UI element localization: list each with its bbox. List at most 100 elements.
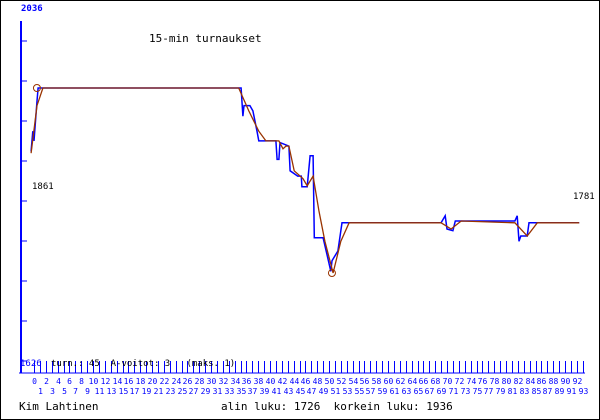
y-max-label: 2036 (21, 4, 43, 14)
x-tick-label: 8 (79, 377, 84, 386)
x-tick-label: 87 (543, 387, 553, 396)
x-tick-label: 2 (44, 377, 49, 386)
rating-stats: alin luku: 1726 korkein luku: 1936 (221, 400, 453, 413)
x-tick-label: 30 (207, 377, 217, 386)
x-tick-label: 48 (313, 377, 323, 386)
x-tick-label: 29 (201, 387, 211, 396)
x-tick-label: 71 (449, 387, 459, 396)
x-tick-label: 9 (85, 387, 90, 396)
x-tick-label: 42 (278, 377, 288, 386)
x-tick-label: 19 (142, 387, 152, 396)
x-tick-label: 6 (67, 377, 72, 386)
x-tick-label: 74 (467, 377, 477, 386)
y-min-label: 1626 (20, 359, 42, 369)
x-tick-label: 32 (219, 377, 229, 386)
x-tick-label: 79 (496, 387, 506, 396)
x-tick-label: 89 (555, 387, 565, 396)
player-name: Kim Lahtinen (19, 400, 99, 413)
x-tick-label: 27 (189, 387, 199, 396)
min-marker (327, 269, 336, 278)
x-tick-label: 63 (402, 387, 412, 396)
x-tick-label: 90 (561, 377, 571, 386)
info-line: turn.: 45 A-voitot: 3 (maks. 1) (51, 359, 236, 369)
x-tick-label: 25 (178, 387, 188, 396)
x-tick-label: 43 (284, 387, 294, 396)
x-tick-label: 15 (119, 387, 129, 396)
x-tick-label: 51 (331, 387, 341, 396)
x-tick-label: 45 (296, 387, 306, 396)
x-tick-label: 20 (148, 377, 158, 386)
x-tick-label: 83 (520, 387, 530, 396)
x-tick-label: 56 (360, 377, 370, 386)
x-tick-label: 10 (89, 377, 99, 386)
x-tick-label: 33 (225, 387, 235, 396)
x-tick-label: 64 (408, 377, 418, 386)
x-tick-label: 36 (242, 377, 252, 386)
x-tick-label: 62 (396, 377, 406, 386)
x-tick-label: 49 (319, 387, 329, 396)
x-tick-label: 1 (38, 387, 43, 396)
x-tick-label: 81 (508, 387, 518, 396)
x-tick-label: 47 (307, 387, 317, 396)
x-tick-label: 86 (537, 377, 547, 386)
x-tick-label: 70 (443, 377, 453, 386)
x-tick-label: 60 (384, 377, 394, 386)
x-tick-label: 21 (154, 387, 164, 396)
x-tick-label: 24 (172, 377, 182, 386)
x-tick-label: 75 (473, 387, 483, 396)
max-marker (32, 84, 41, 92)
x-tick-label: 5 (62, 387, 67, 396)
x-tick-label: 78 (490, 377, 500, 386)
x-tick-label: 69 (437, 387, 447, 396)
x-tick-label: 16 (124, 377, 134, 386)
x-tick-label: 41 (272, 387, 282, 396)
x-tick-label: 93 (579, 387, 589, 396)
x-tick-label: 52 (337, 377, 347, 386)
x-tick-label: 12 (101, 377, 111, 386)
x-tick-label: 57 (366, 387, 376, 396)
x-tick-label: 61 (390, 387, 400, 396)
x-tick-label: 68 (431, 377, 441, 386)
x-tick-label: 65 (414, 387, 424, 396)
x-tick-label: 39 (260, 387, 270, 396)
start-rating-label: 1861 (32, 182, 54, 192)
x-tick-label: 11 (95, 387, 105, 396)
x-tick-label: 91 (567, 387, 577, 396)
x-tick-label: 3 (50, 387, 55, 396)
x-tick-label: 4 (56, 377, 61, 386)
x-tick-label: 58 (372, 377, 382, 386)
rating-line (30, 87, 580, 272)
x-tick-label: 28 (195, 377, 205, 386)
x-tick-label: 66 (419, 377, 429, 386)
chart-title: 15-min turnaukset (149, 32, 262, 45)
x-tick-label: 53 (343, 387, 353, 396)
x-tick-label: 37 (248, 387, 258, 396)
x-tick-label: 54 (349, 377, 359, 386)
x-tick-label: 0 (32, 377, 37, 386)
x-tick-label: 44 (290, 377, 300, 386)
x-tick-label: 46 (301, 377, 311, 386)
x-tick-label: 40 (266, 377, 276, 386)
x-tick-label: 18 (136, 377, 146, 386)
x-tick-label: 34 (231, 377, 241, 386)
x-tick-label: 13 (107, 387, 117, 396)
x-tick-label: 84 (526, 377, 536, 386)
x-tick-label: 22 (160, 377, 170, 386)
x-tick-label: 55 (355, 387, 365, 396)
x-tick-label: 17 (130, 387, 140, 396)
x-tick-label: 67 (425, 387, 435, 396)
x-tick-label: 77 (484, 387, 494, 396)
x-tick-label: 82 (514, 377, 524, 386)
x-tick-label: 88 (549, 377, 559, 386)
x-tick-label: 72 (455, 377, 465, 386)
x-tick-label: 31 (213, 387, 223, 396)
x-tick-label: 26 (183, 377, 193, 386)
x-tick-label: 59 (378, 387, 388, 396)
x-tick-label: 14 (113, 377, 123, 386)
x-tick-label: 23 (166, 387, 176, 396)
x-tick-label: 92 (573, 377, 583, 386)
x-tick-label: 38 (254, 377, 264, 386)
end-rating-label: 1781 (573, 192, 595, 202)
